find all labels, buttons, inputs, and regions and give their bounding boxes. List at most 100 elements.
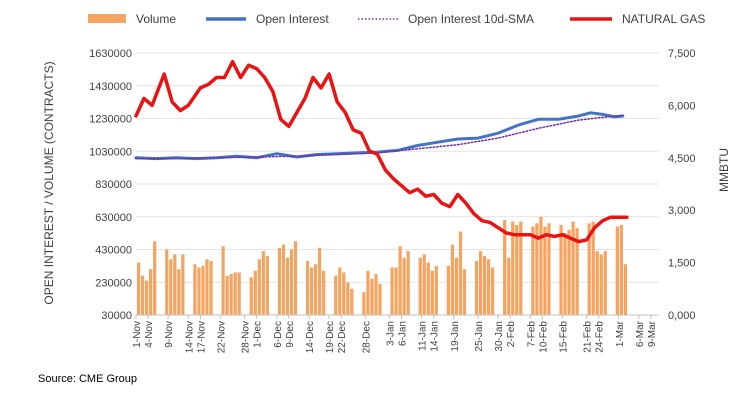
y-axis-label-left: OPEN INTEREST / VOLUME (CONTRACTS) [42, 61, 56, 304]
volume-bar [482, 256, 487, 315]
volume-bar [233, 272, 237, 315]
volume-bar [378, 283, 382, 315]
x-tick-label: 11-Jan [418, 321, 429, 351]
volume-bar [229, 274, 233, 315]
legend-swatch-volume [88, 14, 126, 23]
volume-bar [318, 247, 322, 315]
y-tick-left: 30000 [101, 310, 132, 322]
volume-bar [181, 254, 185, 315]
volume-bar [209, 260, 213, 315]
volume-bars [137, 216, 628, 315]
x-tick-label: 19-Jan [450, 321, 461, 352]
volume-bar [350, 288, 354, 315]
volume-bar [446, 265, 450, 315]
x-axis-ticks: 1-Nov 4-Nov 9-Nov 14-Nov 17-Nov 22-Nov 28-Nov 1… [132, 314, 659, 353]
volume-bar [197, 267, 201, 315]
x-tick-label: 22-Nov [216, 321, 227, 353]
source-note: Source: CME Group [38, 373, 138, 385]
volume-bar [450, 244, 455, 315]
y-tick-right: 6,000 [668, 100, 696, 112]
volume-bar [370, 278, 374, 315]
volume-bar [374, 274, 378, 315]
x-tick-label: 7-Feb [526, 321, 537, 348]
x-tick-label: 6-Mar [635, 320, 646, 347]
volume-bar [567, 229, 571, 315]
volume-bar [394, 267, 398, 315]
y-tick-right: 1,500 [668, 258, 696, 270]
volume-bar [491, 267, 495, 315]
volume-bar [623, 264, 628, 315]
x-tick-label: 4-Nov [144, 321, 155, 348]
volume-bar [253, 270, 257, 315]
x-tick-label: 14-Nov [184, 321, 195, 353]
volume-bar [265, 256, 269, 315]
x-tick-label: 25-Jan [474, 321, 485, 352]
volume-bar [515, 224, 519, 315]
volume-bar [559, 224, 563, 315]
volume-bar [462, 269, 467, 315]
volume-bar [402, 257, 406, 315]
x-tick-label: 28-Dec [361, 321, 372, 353]
volume-bar [309, 267, 314, 315]
volume-bar [454, 257, 459, 315]
volume-bar [153, 241, 157, 315]
legend-label-sma: Open Interest 10d-SMA [408, 12, 534, 26]
y-tick-right: 4,500 [668, 153, 696, 165]
volume-bar [342, 272, 346, 315]
y-tick-right: 7,500 [668, 48, 696, 60]
y-tick-left: 1630000 [89, 48, 132, 60]
volume-bar [487, 259, 491, 315]
y-tick-left: 1030000 [89, 146, 132, 158]
x-tick-label: 9-Dec [285, 321, 296, 348]
volume-bar [249, 277, 253, 315]
x-tick-label: 14-Jan [430, 321, 441, 352]
volume-bar [390, 267, 394, 315]
volume-bar [141, 275, 145, 315]
x-tick-label: 9-Mar [647, 320, 658, 347]
volume-bar [281, 244, 286, 315]
volume-bar [535, 223, 539, 315]
volume-bar [334, 275, 338, 315]
y-tick-left: 630000 [95, 212, 132, 224]
volume-bar [362, 292, 366, 315]
y-axis-left-ticks: 1630000 1430000 1230000 1030000 830000 630000… [89, 48, 132, 322]
y-axis-right-ticks: 7,500 6,000 4,500 3,000 1,500 0,000 [668, 48, 696, 322]
volume-bar [418, 257, 422, 315]
y-tick-left: 1430000 [89, 81, 132, 93]
x-tick-label: 28-Nov [241, 321, 252, 353]
y-tick-left: 1230000 [89, 114, 132, 126]
volume-bar [205, 259, 209, 315]
legend-label-volume: Volume [136, 12, 176, 26]
volume-bar [458, 231, 463, 315]
volume-bar [225, 275, 229, 315]
y-axis-label-right: MMBTU [717, 148, 731, 192]
legend: Volume Open Interest Open Interest 10d-S… [88, 12, 705, 26]
volume-bar [193, 264, 197, 315]
x-tick-label: 15-Feb [558, 321, 569, 353]
volume-bar [305, 260, 310, 315]
volume-bar [398, 246, 402, 315]
volume-bar [422, 254, 426, 315]
y-tick-left: 430000 [95, 245, 132, 257]
volume-bar [221, 246, 225, 315]
x-tick-label: 1-Mar [615, 320, 626, 347]
volume-bar [149, 269, 153, 315]
x-tick-label: 1-Nov [132, 321, 143, 348]
volume-bar [575, 228, 579, 315]
volume-bar [169, 259, 173, 315]
y-tick-left: 830000 [95, 179, 132, 191]
x-tick-label: 17-Nov [196, 321, 207, 353]
y-tick-right: 3,000 [668, 205, 696, 217]
x-tick-label: 10-Feb [538, 321, 549, 353]
volume-bar [507, 257, 511, 315]
volume-bar [519, 221, 523, 315]
x-tick-label: 6-Jan [398, 321, 409, 346]
volume-bar [137, 262, 141, 315]
volume-bar [293, 241, 298, 315]
volume-bar [338, 267, 342, 315]
legend-label-natural-gas: NATURAL GAS [622, 12, 705, 26]
volume-bar [261, 251, 265, 315]
volume-bar [474, 260, 479, 315]
volume-bar [289, 249, 294, 315]
volume-bar [173, 254, 177, 315]
